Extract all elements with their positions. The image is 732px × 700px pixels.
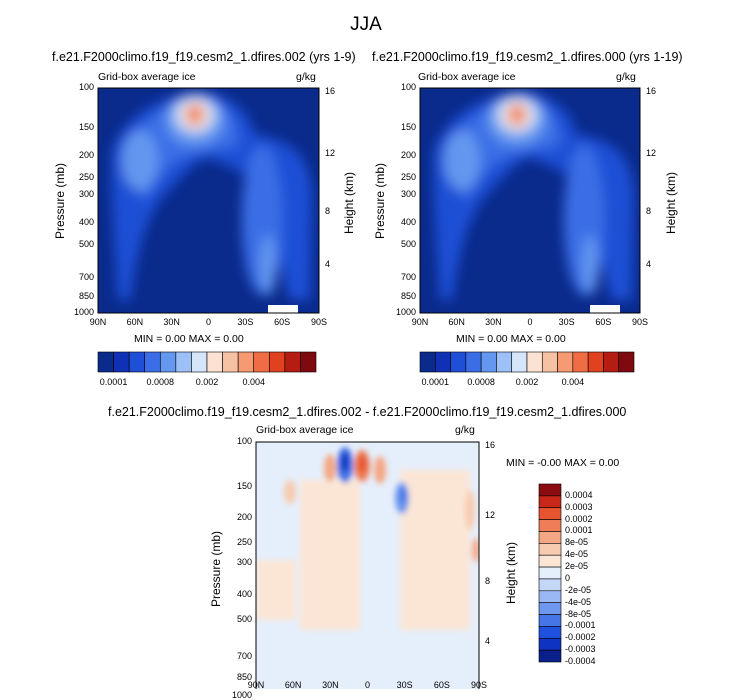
y-tick-label-right: 16: [485, 440, 496, 451]
y-tick-label-right: 4: [325, 259, 331, 270]
y-tick-label-right: 12: [325, 147, 336, 158]
y-tick-label: 150: [78, 121, 94, 132]
panel2-stats: MIN = 0.00 MAX = 0.00: [456, 333, 566, 345]
x-tick-label: 30S: [396, 680, 413, 690]
colorbar-label: -8e-05: [565, 608, 592, 619]
y-tick-label: 500: [400, 239, 416, 250]
y-tick-label-right: 16: [325, 85, 336, 96]
x-tick-label: 0: [205, 317, 211, 327]
colorbar-label: 0.0002: [565, 513, 593, 524]
colorbar-label: 0.0003: [565, 501, 593, 512]
colorbar-label: 8e-05: [565, 537, 589, 548]
y-tick-label-right: 8: [646, 205, 652, 216]
y-tick-label: 150: [236, 480, 252, 491]
y-tick-label: 700: [400, 272, 416, 283]
y-tick-label: 250: [78, 171, 94, 182]
x-tick-label: 90N: [89, 317, 107, 327]
y-tick-label: 700: [78, 272, 94, 283]
panel1-left-label: Grid-box average ice: [98, 71, 196, 83]
panel3-units: g/kg: [455, 424, 475, 436]
y-tick-label: 850: [78, 291, 94, 302]
y-tick-label-right: 8: [485, 575, 491, 586]
y-tick-label: 1000: [73, 307, 94, 317]
x-tick-label: 90N: [411, 317, 429, 327]
colorbar-label: 2e-05: [565, 561, 589, 572]
colorbar-label: 0.0001: [99, 377, 128, 387]
panel3-left-label: Grid-box average ice: [256, 424, 354, 436]
colorbar-label: -0.0003: [565, 644, 596, 655]
y-tick-label: 200: [78, 149, 94, 160]
colorbar-label: -2e-05: [565, 584, 592, 595]
y-tick-label: 850: [236, 672, 252, 683]
y-tick-label: 500: [236, 613, 252, 624]
x-tick-label: 60S: [274, 317, 291, 327]
y-tick-label-right: 4: [485, 636, 491, 647]
y-tick-label: 150: [400, 121, 416, 132]
y-tick-label-right: 12: [485, 510, 496, 521]
y-tick-label: 200: [400, 149, 416, 160]
y-tick-label: 100: [78, 82, 94, 92]
x-tick-label: 0: [364, 680, 370, 690]
x-tick-label: 30N: [485, 317, 502, 327]
colorbar-label: 0.0008: [146, 377, 175, 387]
y-tick-label: 300: [400, 189, 416, 200]
colorbar-label: 0.0001: [421, 377, 450, 387]
x-tick-label: 60S: [433, 680, 450, 690]
panel3-title: f.e21.F2000climo.f19_f19.cesm2_1.dfires.…: [108, 405, 627, 419]
colorbar-label: -0.0004: [565, 656, 596, 666]
figure-title: JJA: [350, 14, 382, 35]
y-tick-label-right: 16: [646, 85, 657, 96]
y-tick-label-right: 4: [646, 259, 652, 270]
colorbar-label: 0: [565, 572, 571, 583]
x-tick-label: 60N: [448, 317, 465, 327]
y-tick-label: 500: [78, 239, 94, 250]
y-tick-label: 100: [400, 82, 416, 92]
colorbar-label: 0.004: [242, 377, 265, 387]
colorbar-label: 0.0001: [565, 525, 593, 536]
x-tick-label: 30S: [237, 317, 254, 327]
x-tick-label: 60N: [284, 680, 302, 690]
x-tick-label: 60S: [595, 317, 612, 327]
colorbar-label: 0.002: [195, 377, 219, 387]
y-tick-label: 250: [236, 537, 252, 548]
y-tick-label: 400: [78, 217, 94, 228]
y-tick-label: 400: [400, 217, 416, 228]
colorbar-label: -0.0002: [565, 632, 596, 643]
y-tick-label: 700: [236, 650, 252, 661]
panel3-stats: MIN = -0.00 MAX = 0.00: [506, 457, 620, 469]
colorbar-label: 0.0004: [565, 489, 593, 500]
panel1-stats: MIN = 0.00 MAX = 0.00: [134, 333, 244, 345]
y-tick-label: 1000: [395, 307, 416, 317]
y-tick-label: 250: [400, 171, 416, 182]
y-tick-label-right: 12: [646, 147, 657, 158]
colorbar-label: 0.002: [515, 377, 539, 387]
colorbar-label: -0.0001: [565, 620, 596, 631]
x-tick-label: 30S: [558, 317, 575, 327]
x-tick-label: 90S: [631, 317, 648, 327]
panel2-left-label: Grid-box average ice: [418, 71, 516, 83]
panel1-title: f.e21.F2000climo.f19_f19.cesm2_1.dfires.…: [52, 50, 356, 64]
x-tick-label: 90N: [247, 680, 265, 690]
panel2-title: f.e21.F2000climo.f19_f19.cesm2_1.dfires.…: [372, 50, 683, 64]
x-tick-label: 90S: [470, 680, 487, 690]
y-tick-label: 200: [236, 512, 252, 523]
colorbar-label: -4e-05: [565, 596, 592, 607]
x-tick-label: 30N: [322, 680, 339, 690]
y-tick-label: 100: [236, 436, 252, 446]
x-tick-label: 90S: [310, 317, 327, 327]
y-tick-label-right: 8: [325, 205, 331, 216]
x-tick-label: 0: [527, 317, 533, 327]
y-tick-label: 300: [78, 189, 94, 200]
y-tick-label: 1000: [231, 690, 252, 700]
panel1-units: g/kg: [296, 71, 316, 83]
y-tick-label: 300: [236, 557, 252, 568]
colorbar-label: 0.0008: [467, 377, 495, 387]
y-tick-label: 850: [400, 291, 416, 302]
x-tick-label: 60N: [126, 317, 144, 327]
y-tick-label: 400: [236, 588, 252, 599]
colorbar-label: 0.004: [561, 377, 585, 387]
colorbar-label: 4e-05: [565, 549, 589, 560]
x-tick-label: 30N: [163, 317, 180, 327]
panel2-units: g/kg: [616, 71, 636, 83]
